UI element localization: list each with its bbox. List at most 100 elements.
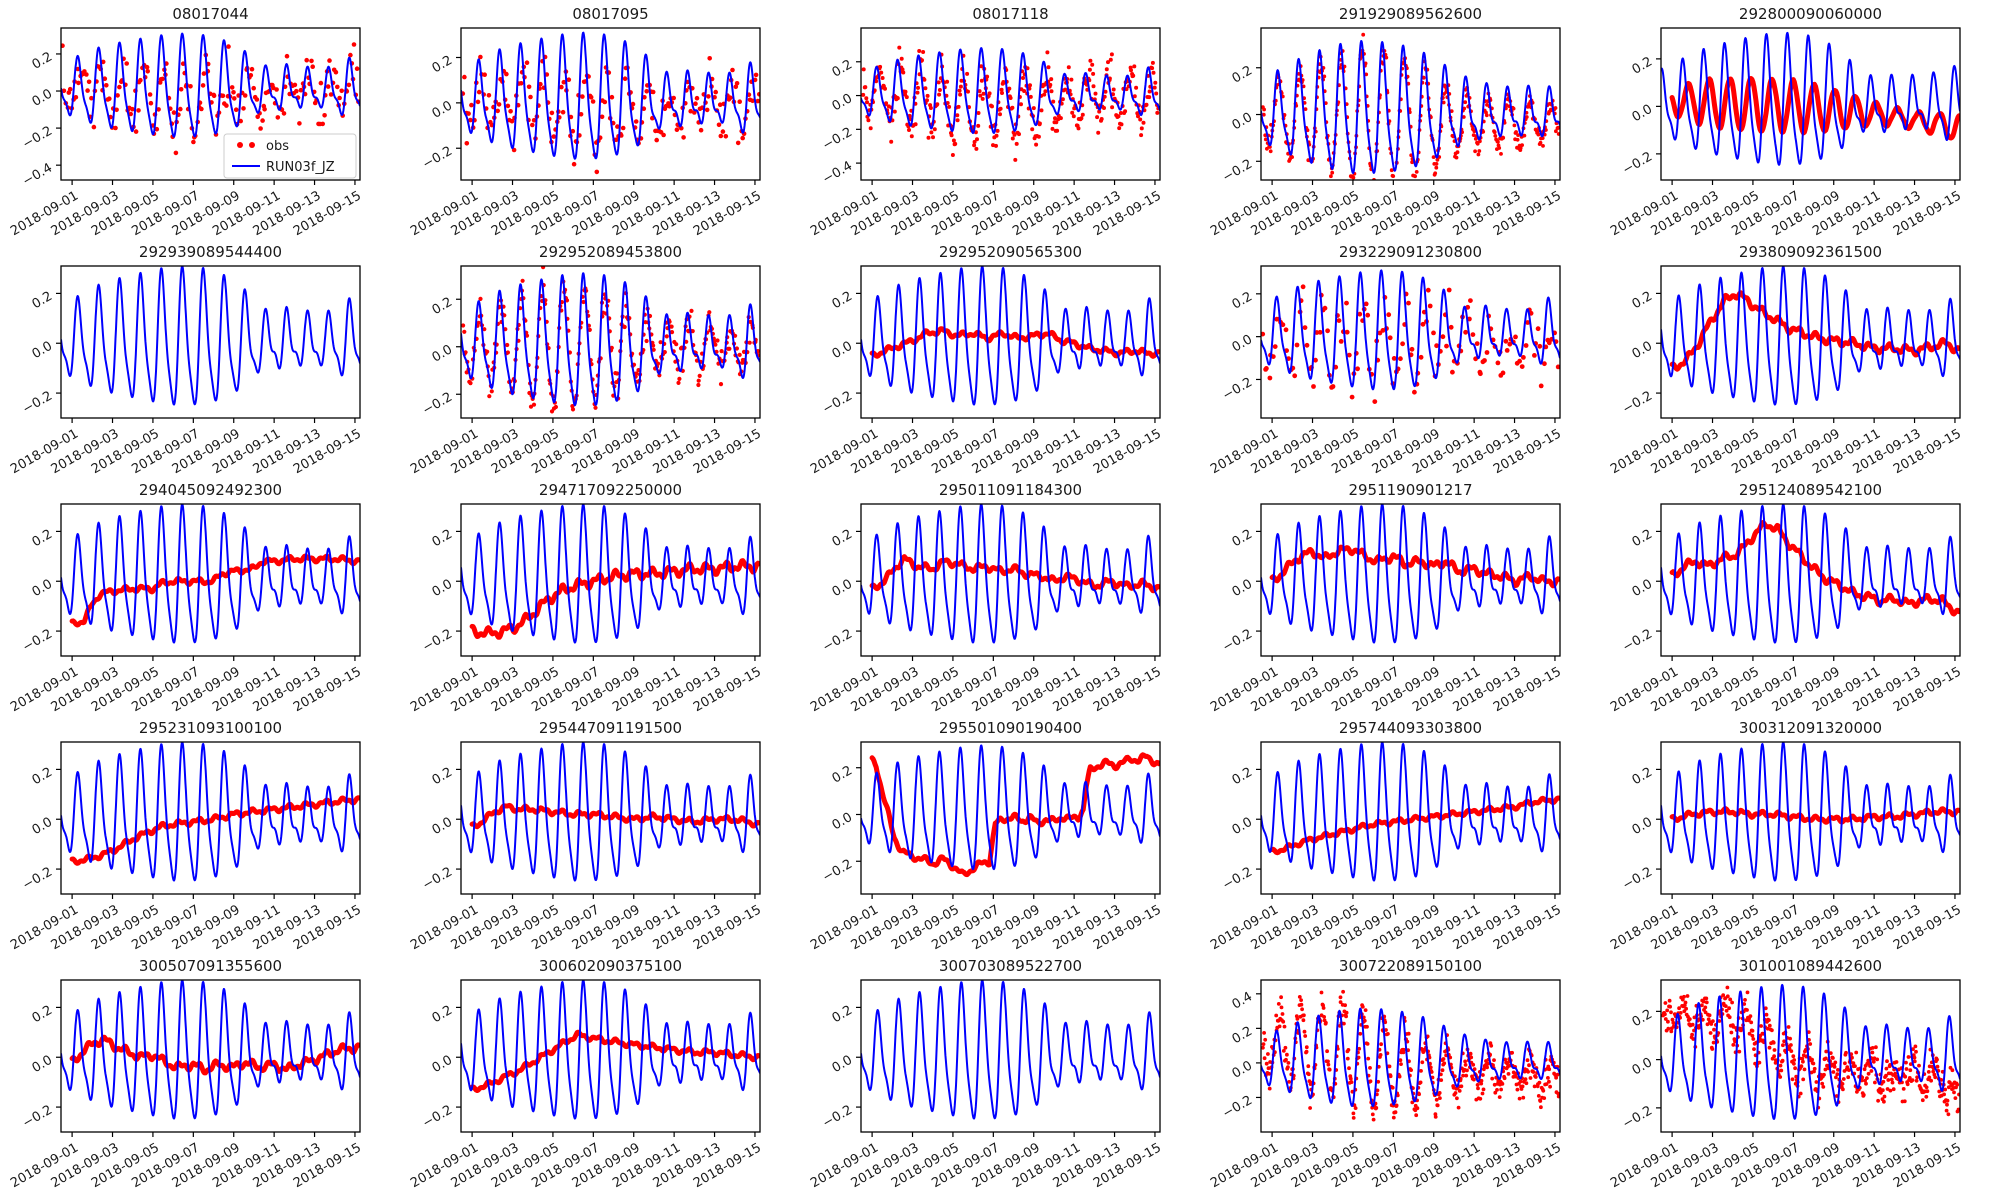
obs-line	[469, 1029, 760, 1093]
y-tick-label: −0.2	[820, 857, 855, 886]
subplot-295124089542100: 295124089542100 2018-09-01 2018-09-03 2018-…	[1600, 478, 2000, 716]
y-tick-label: 0.2	[30, 289, 55, 312]
y-tick-label: 0.2	[1230, 289, 1255, 312]
plot-area	[61, 32, 360, 156]
subplot-2951190901217: 2951190901217 2018-09-01 2018-09-03 2018-09…	[1200, 478, 1600, 716]
axes-spines	[460, 265, 761, 419]
subplot-295501090190400: 295501090190400 2018-09-01 2018-09-03 2018-…	[800, 716, 1200, 954]
subplot-295011091184300: 295011091184300 2018-09-01 2018-09-03 2018-…	[800, 478, 1200, 716]
y-tick-label: −0.2	[1620, 1103, 1655, 1132]
obs-points	[1661, 985, 1960, 1117]
y-tick-label: 0.2	[830, 289, 855, 312]
legend-obs-label: obs	[266, 139, 289, 154]
axes-spines	[1660, 979, 1961, 1133]
model-line	[861, 504, 1160, 644]
y-tick-label: 0.2	[30, 1003, 55, 1026]
panel-title: 295231093100100	[139, 719, 282, 737]
axes-spines	[1660, 741, 1961, 895]
model-line	[461, 742, 760, 882]
axes-spines	[1260, 741, 1561, 895]
y-tick-label: 0.2	[1230, 765, 1255, 788]
subplot-292952089453800: 292952089453800 2018-09-01 2018-09-03 2018-…	[400, 240, 800, 478]
legend-model-label: RUN03f_JZ	[266, 160, 335, 175]
y-tick-label: 0.4	[1230, 989, 1255, 1012]
plot-area	[1661, 266, 1960, 406]
model-line	[861, 980, 1160, 1120]
subplot-svg: 3003120913200002018-09-012018-09-032018-…	[1608, 719, 1964, 953]
subplot-293229091230800: 293229091230800 2018-09-01 2018-09-03 2018-…	[1200, 240, 1600, 478]
panel-title: 295011091184300	[939, 481, 1082, 499]
panel-title: 300507091355600	[139, 957, 282, 975]
panel-title: 300722089150100	[1339, 957, 1482, 975]
plot-area	[1261, 989, 1560, 1122]
subplot-300312091320000: 300312091320000 2018-09-01 2018-09-03 2018-…	[1600, 716, 2000, 954]
subplot-svg: 080170442018-09-012018-09-032018-09-0520…	[8, 5, 364, 239]
axes-spines	[60, 265, 361, 419]
obs-line	[869, 752, 1160, 878]
subplot-svg: 2938090923615002018-09-012018-09-032018-…	[1608, 243, 1964, 477]
panel-title: 292800090060000	[1739, 5, 1882, 23]
obs-line	[69, 553, 360, 628]
subplot-292939089544400: 292939089544400 2018-09-01 2018-09-03 2018-…	[0, 240, 400, 478]
panel-title: 294045092492300	[139, 481, 282, 499]
subplot-08017118: 08017118 2018-09-01 2018-09-03 2018-09-05 20…	[800, 2, 1200, 240]
model-line	[1661, 31, 1960, 166]
legend: obs RUN03f_JZ	[223, 133, 357, 179]
plot-area	[61, 980, 360, 1120]
axes-spines	[1260, 265, 1561, 419]
subplot-301001089442600: 301001089442600 2018-09-01 2018-09-03 2018-…	[1600, 954, 2000, 1192]
model-line	[1261, 1007, 1560, 1108]
y-tick-label: −0.2	[1220, 157, 1255, 186]
model-line	[1661, 266, 1960, 406]
y-tick-label: −0.2	[20, 865, 55, 894]
y-tick-label: −0.2	[420, 144, 455, 173]
y-tick-label: 0.0	[1630, 577, 1655, 600]
subplot-291929089562600: 291929089562600 2018-09-01 2018-09-03 2018-…	[1200, 2, 1600, 240]
plot-area	[1261, 742, 1560, 882]
plot-area	[61, 742, 360, 882]
model-line	[1261, 742, 1560, 882]
obs-line	[1669, 806, 1960, 825]
subplot-svg: 2952310931001002018-09-012018-09-032018-…	[8, 719, 364, 953]
y-tick-label: −0.2	[420, 627, 455, 656]
axes-spines	[1660, 503, 1961, 657]
y-tick-label: −0.2	[20, 124, 55, 153]
subplot-svg: 3006020903751002018-09-012018-09-032018-…	[408, 957, 764, 1191]
axes-spines	[460, 27, 761, 181]
plot-area	[461, 31, 760, 175]
y-tick-label: −0.2	[1620, 149, 1655, 178]
axes-spines	[60, 979, 361, 1133]
y-tick-label: −0.2	[20, 389, 55, 418]
y-tick-label: 0.2	[830, 763, 855, 786]
y-tick-label: 0.0	[430, 98, 455, 121]
model-line	[61, 32, 360, 138]
subplot-292800090060000: 292800090060000 2018-09-01 2018-09-03 2018-…	[1600, 2, 2000, 240]
model-line	[861, 744, 1160, 871]
y-tick-label: 0.2	[1630, 765, 1655, 788]
axes-spines	[460, 503, 761, 657]
axes-spines	[860, 503, 1161, 657]
y-tick-label: 0.0	[830, 577, 855, 600]
y-tick-label: −0.2	[420, 390, 455, 419]
panel-title: 300703089522700	[939, 957, 1082, 975]
panel-title: 300602090375100	[539, 957, 682, 975]
y-tick-label: 0.0	[430, 815, 455, 838]
subplot-300602090375100: 300602090375100 2018-09-01 2018-09-03 2018-…	[400, 954, 800, 1192]
model-line	[61, 980, 360, 1120]
y-tick-label: −0.2	[820, 627, 855, 656]
y-tick-label: 0.0	[1630, 102, 1655, 125]
y-tick-label: 0.0	[30, 577, 55, 600]
subplot-svg: 2932290912308002018-09-012018-09-032018-…	[1208, 243, 1564, 477]
y-tick-label: 0.2	[1630, 54, 1655, 77]
y-tick-label: 0.2	[1230, 1024, 1255, 1047]
plot-area	[861, 980, 1160, 1120]
model-line	[461, 272, 760, 407]
subplot-svg: 2929390895444002018-09-012018-09-032018-…	[8, 243, 364, 477]
subplot-294045092492300: 294045092492300 2018-09-01 2018-09-03 2018-…	[0, 478, 400, 716]
y-tick-label: 0.0	[30, 815, 55, 838]
subplot-svg: 3007220891501002018-09-012018-09-032018-…	[1208, 957, 1564, 1191]
panel-title: 291929089562600	[1339, 5, 1482, 23]
y-tick-label: 0.2	[1230, 527, 1255, 550]
y-tick-label: 0.2	[830, 1003, 855, 1026]
